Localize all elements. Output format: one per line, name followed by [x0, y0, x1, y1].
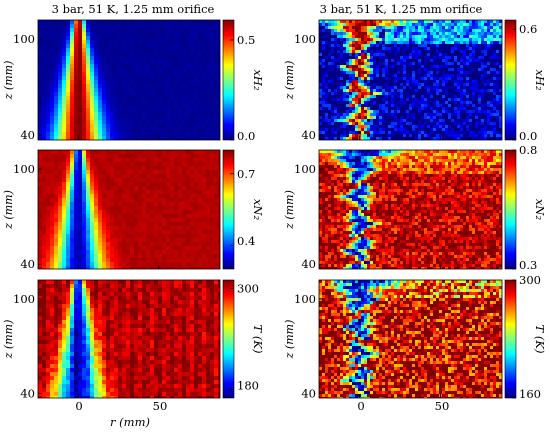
- xh2-inst-cbar-tick-label: 0.0: [519, 129, 537, 143]
- t-mean-colorbar: [222, 279, 235, 399]
- x-tick-0-right: 0: [357, 399, 364, 413]
- xn2-mean-frame: [37, 149, 221, 270]
- xn2-inst-cbar-tick-label: 0.3: [519, 258, 537, 272]
- left-column-title: 3 bar, 51 K, 1.25 mm orifice: [52, 2, 215, 16]
- xh2-inst-ytick-label: 100: [294, 32, 316, 46]
- xh2-mean-cbar-tick-label: 0.5: [237, 33, 255, 47]
- xn2-mean-cbar-tick-label: 0.4: [237, 234, 255, 248]
- xn2-inst-ytick-label: 100: [294, 162, 316, 176]
- xh2-mean-cbar-label: xH₂: [251, 69, 265, 91]
- xh2-mean-ytick-label: 100: [13, 32, 35, 46]
- t-inst-ytick-label: 100: [294, 292, 316, 306]
- xh2-inst-panel: 100 40 z (mm) 0.6 0.0 xH₂: [283, 19, 547, 143]
- xh2-inst-ylabel: z (mm): [283, 61, 296, 101]
- xn2-mean-cbar-tick-label: 0.7: [237, 167, 255, 181]
- t-inst-panel: 100 40 z (mm) 300 160 T (K): [283, 273, 547, 401]
- t-mean-frame: [37, 279, 221, 399]
- t-mean-ylabel: z (mm): [2, 320, 15, 360]
- xn2-inst-panel: 100 40 z (mm) 0.8 0.3 xN₂: [283, 143, 547, 272]
- xn2-inst-colorbar: [504, 149, 517, 270]
- xn2-inst-frame: [318, 149, 503, 270]
- xn2-inst-cbar-tick-label: 0.8: [519, 143, 537, 157]
- xn2-mean-ytick-label: 40: [20, 257, 35, 271]
- t-inst-cbar-label: T (K): [533, 325, 547, 354]
- x-tick-50-right: 50: [435, 399, 450, 413]
- xh2-mean-ylabel: z (mm): [2, 61, 15, 101]
- t-inst-frame: [318, 279, 503, 399]
- x-axis-label: r (mm): [110, 415, 150, 429]
- xh2-inst-frame: [318, 19, 503, 141]
- xn2-mean-ylabel: z (mm): [2, 190, 15, 230]
- t-mean-cbar-label: T (K): [251, 325, 265, 354]
- xh2-inst-cbar-tick-label: 0.6: [519, 22, 537, 36]
- xh2-mean-frame: [37, 19, 221, 141]
- xn2-mean-ytick-label: 100: [13, 162, 35, 176]
- right-column-title: 3 bar, 51 K, 1.25 mm orifice: [320, 2, 483, 16]
- t-inst-ytick-label: 40: [301, 386, 316, 400]
- xn2-inst-ylabel: z (mm): [283, 190, 296, 230]
- xh2-mean-cbar-tick-label: 0.0: [237, 129, 255, 143]
- t-mean-cbar-tick-label: 300: [237, 281, 259, 295]
- xn2-mean-cells: [38, 150, 220, 269]
- xn2-mean-colorbar: [222, 149, 235, 270]
- xh2-inst-ytick-label: 40: [301, 128, 316, 142]
- t-mean-cbar-tick-label: 180: [237, 379, 259, 393]
- x-axis: 0 50 r (mm) 0 50: [75, 399, 449, 429]
- xn2-mean-cbar-label: xN₂: [251, 199, 265, 221]
- xh2-mean-ytick-label: 40: [20, 128, 35, 142]
- t-mean-ytick-label: 40: [20, 386, 35, 400]
- xn2-mean-panel: 100 40 z (mm) 0.7 0.4 xN₂: [2, 149, 265, 271]
- x-tick-0: 0: [75, 399, 82, 413]
- xn2-inst-cells: [319, 150, 502, 269]
- t-inst-cbar-tick-label: 160: [519, 387, 541, 401]
- t-mean-cells: [38, 280, 220, 398]
- xh2-inst-cbar-label: xH₂: [533, 69, 547, 91]
- t-inst-ylabel: z (mm): [283, 320, 296, 360]
- xn2-inst-cbar-label: xN₂: [533, 199, 547, 221]
- t-inst-colorbar: [504, 279, 517, 399]
- t-inst-cbar-tick-label: 300: [519, 273, 541, 287]
- xn2-inst-ytick-label: 40: [301, 257, 316, 271]
- t-inst-cells: [319, 280, 502, 398]
- xh2-mean-colorbar: [222, 19, 235, 141]
- xh2-inst-cells: [319, 20, 502, 140]
- t-mean-ytick-label: 100: [13, 292, 35, 306]
- xh2-inst-colorbar: [504, 19, 517, 141]
- x-tick-50: 50: [153, 399, 168, 413]
- t-mean-panel: 100 40 z (mm) 300 180 T (K): [2, 279, 265, 400]
- xh2-mean-panel: 100 40 z (mm) 0.5 0.0 xH₂: [2, 19, 265, 143]
- xh2-mean-cells: [38, 20, 220, 140]
